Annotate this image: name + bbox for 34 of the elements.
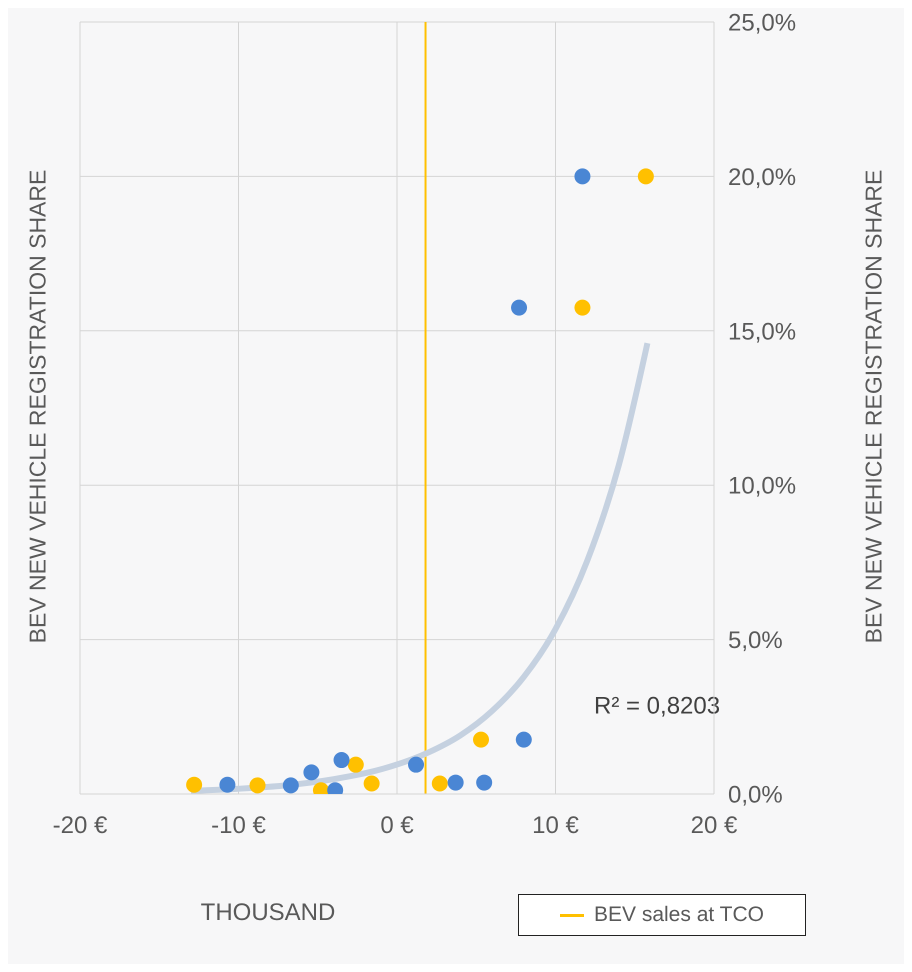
y-tick-label: 10,0% <box>728 472 796 500</box>
point <box>516 732 532 748</box>
point <box>364 776 380 792</box>
y-tick-label: 15,0% <box>728 318 796 346</box>
point <box>473 732 490 748</box>
y2-axis-title: BEV NEW VEHICLE REGISTRATION SHARE <box>860 168 888 646</box>
y-tick-label: 25,0% <box>728 10 796 37</box>
y-tick-label: 20,0% <box>728 164 796 191</box>
point <box>250 777 266 794</box>
point <box>574 300 590 316</box>
point <box>334 752 350 768</box>
point <box>186 776 202 793</box>
point <box>476 774 492 791</box>
point <box>511 300 528 316</box>
point <box>638 168 654 184</box>
point <box>448 774 464 791</box>
x-axis-title: THOUSAND <box>200 899 336 927</box>
annotation: R² = 0,8203 <box>594 692 720 720</box>
y-axis-title: BEV NEW VEHICLE REGISTRATION SHARE <box>24 168 52 646</box>
legend-label: BEV sales at TCO <box>594 903 764 927</box>
point <box>282 777 299 794</box>
x-tick-label: 20 € <box>690 812 738 840</box>
point <box>303 764 320 780</box>
x-tick-label: 0 € <box>380 812 414 840</box>
point <box>432 776 448 792</box>
x-tick-label: -20 € <box>52 812 108 840</box>
point <box>219 776 236 793</box>
point <box>408 756 424 773</box>
point <box>348 756 364 773</box>
y-tick-label: 0,0% <box>728 782 783 809</box>
point <box>574 168 590 184</box>
x-tick-label: 10 € <box>532 812 580 840</box>
y-tick-label: 5,0% <box>728 627 783 654</box>
x-tick-label: -10 € <box>211 812 267 840</box>
